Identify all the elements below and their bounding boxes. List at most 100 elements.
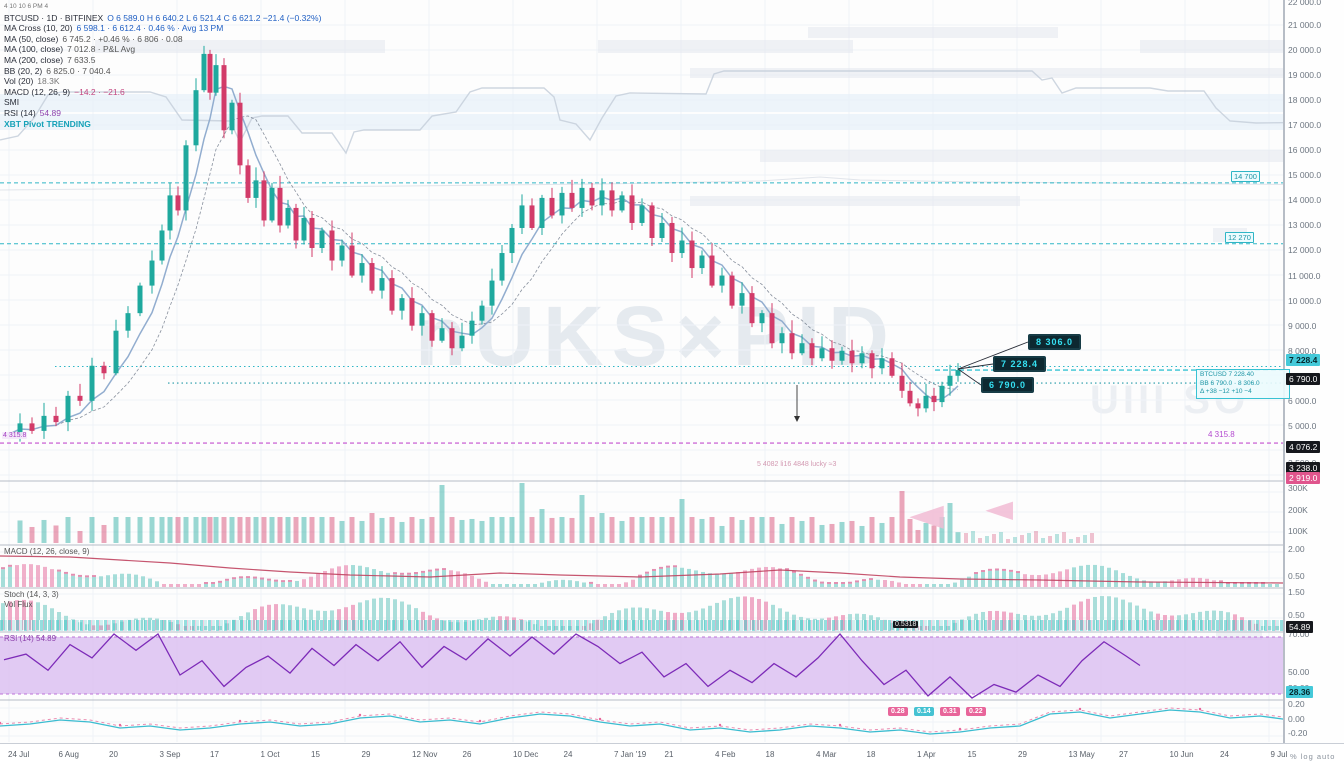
price-axis-label: 12 000.0 xyxy=(1288,245,1322,255)
pane-label[interactable]: RSI (14) 54.89 xyxy=(4,634,57,643)
axis-settings-cell[interactable]: % log auto xyxy=(1290,752,1336,761)
signal-badge: 0.28 xyxy=(888,707,908,716)
price-axis-label: 2.00 xyxy=(1288,544,1305,554)
black-price-label: 4 076.2 xyxy=(1286,441,1321,453)
time-axis-label: 9 Jul xyxy=(1270,750,1288,759)
black-price-label: 3 238.0 xyxy=(1286,462,1321,474)
price-axis-label: 10 000.0 xyxy=(1288,296,1322,306)
pane-label[interactable]: MACD (12, 26, close, 9) xyxy=(4,547,90,556)
price-axis-label: -0.20 xyxy=(1288,728,1308,738)
time-axis-label: 29 xyxy=(1018,750,1027,759)
price-axis-label: 20 000.0 xyxy=(1288,45,1322,55)
price-axis-label: 0.00 xyxy=(1288,714,1305,724)
pink-price-label: 2 919.0 xyxy=(1286,472,1321,484)
time-axis-label: 24 xyxy=(563,750,573,759)
time-axis-label: 20 xyxy=(109,750,118,759)
price-callout-label[interactable]: 7 228.4 xyxy=(993,356,1047,372)
black-price-label: 6 790.0 xyxy=(1286,373,1321,385)
legend-label: RSI (14) xyxy=(4,107,36,118)
legend-label: MACD (12, 26, 9) xyxy=(4,86,71,97)
legend-value: 54.89 xyxy=(39,107,61,118)
price-axis-label: 9 000.0 xyxy=(1288,321,1317,331)
legend-row[interactable]: MA (100, close) 7 012.8 · P&L Avg xyxy=(4,44,321,55)
pane-label[interactable]: Stoch (14, 3, 3) xyxy=(4,590,59,599)
tealmini-price-label: 14 700 xyxy=(1231,171,1260,182)
price-axis-label: 0.50 xyxy=(1288,610,1305,620)
time-axis-label: 15 xyxy=(967,750,977,759)
pink-arrow-icon: ◀ xyxy=(909,499,944,532)
chart-annotation-note: 5 4082 li16 4848 lucky ≈3 xyxy=(757,461,837,468)
legend-row[interactable]: MA Cross (10, 20) 6 598.1 · 6 612.4 · 0.4… xyxy=(4,23,321,34)
time-axis-label: 4 Feb xyxy=(715,750,736,759)
time-axis[interactable] xyxy=(0,743,1344,768)
legend-row[interactable]: RSI (14) 54.89 xyxy=(4,108,321,119)
legend-value: 6 598.1 · 6 612.4 · 0.46 % · Avg 13 PM xyxy=(76,23,224,34)
price-callout-label[interactable]: 6 790.0 xyxy=(981,377,1035,393)
alert-info-box[interactable]: BTCUSD 7 228.40 BB 6 790.0 · 8 306.0 Δ +… xyxy=(1196,369,1290,399)
blackmini-price-label: 0.5318 xyxy=(893,621,919,628)
legend-label: XBT Pivot TRENDING xyxy=(4,118,91,129)
legend-row[interactable]: 4 10 10 6 PM 4 xyxy=(4,2,321,13)
price-axis[interactable] xyxy=(1284,0,1344,743)
price-axis-label: 15 000.0 xyxy=(1288,170,1322,180)
legend[interactable]: 4 10 10 6 PM 4 BTCUSD · 1D · BITFINEX O 6 … xyxy=(4,2,321,129)
purple-price-label: 4 315.8 xyxy=(2,432,28,439)
price-axis-label: 6 000.0 xyxy=(1288,396,1317,406)
legend-label: MA (200, close) xyxy=(4,54,64,65)
price-axis-label: 19 000.0 xyxy=(1288,70,1322,80)
price-axis-label: 8 000.0 xyxy=(1288,346,1317,356)
time-axis-label: 15 xyxy=(311,750,320,759)
teal-price-label: 7 228.4 xyxy=(1286,354,1321,366)
legend-label: MA Cross (10, 20) xyxy=(4,23,73,34)
time-axis-label: 4 Mar xyxy=(816,750,837,759)
price-axis-label: 0.50 xyxy=(1288,571,1305,581)
price-axis-label: 0.20 xyxy=(1288,699,1305,709)
time-axis-label: 18 xyxy=(765,750,775,759)
price-axis-label: 1.50 xyxy=(1288,587,1305,597)
legend-value: O 6 589.0 H 6 640.2 L 6 521.4 C 6 621.2 … xyxy=(107,12,322,23)
time-axis-label: 26 xyxy=(462,750,472,759)
price-axis-label: 70.00 xyxy=(1288,629,1310,639)
legend-row[interactable]: MA (50, close) 6 745.2 · +0.46 % · 6 806 … xyxy=(4,34,321,45)
legend-row[interactable]: SMI xyxy=(4,97,321,108)
price-callout-label[interactable]: 8 306.0 xyxy=(1028,334,1082,350)
price-axis-label: 21 000.0 xyxy=(1288,20,1322,30)
legend-label: MA (50, close) xyxy=(4,33,59,44)
price-axis-label: 50.00 xyxy=(1288,667,1310,677)
price-axis-label: 18 000.0 xyxy=(1288,95,1322,105)
legend-label: 4 10 10 6 PM 4 xyxy=(4,3,49,10)
time-axis-label: 29 xyxy=(361,750,371,759)
signal-badge: 0.14 xyxy=(914,707,934,716)
time-axis-label: 17 xyxy=(210,750,219,759)
legend-row[interactable]: BB (20, 2) 6 825.0 · 7 040.4 xyxy=(4,66,321,77)
legend-row[interactable]: MA (200, close) 7 633.5 xyxy=(4,55,321,66)
legend-value: 6 745.2 · +0.46 % · 6 806 · 0.08 xyxy=(62,33,183,44)
legend-value: 7 633.5 xyxy=(67,54,96,65)
time-axis-label: 1 Oct xyxy=(260,750,280,759)
legend-row[interactable]: BTCUSD · 1D · BITFINEX O 6 589.0 H 6 640.… xyxy=(4,13,321,24)
pane-label[interactable]: Vol Flux xyxy=(4,600,33,609)
tealmini-price-label: 12 270 xyxy=(1225,232,1254,243)
price-axis-label: 16 000.0 xyxy=(1288,145,1322,155)
legend-row[interactable]: XBT Pivot TRENDING xyxy=(4,119,321,130)
price-axis-label: 5 000.0 xyxy=(1288,421,1317,431)
price-axis-label: 300K xyxy=(1288,483,1308,493)
legend-row[interactable]: Vol (20) 18.3K xyxy=(4,76,321,87)
time-axis-label: 24 Jul xyxy=(8,750,30,759)
legend-label: MA (100, close) xyxy=(4,44,64,55)
time-axis-label: 10 Dec xyxy=(513,750,539,759)
time-axis-label: 1 Apr xyxy=(917,750,936,759)
time-axis-label: 12 Nov xyxy=(412,750,438,759)
flux-density-strip xyxy=(0,620,1283,631)
price-axis-label: 100K xyxy=(1288,526,1308,536)
purpletxt-price-label: 4 315.8 xyxy=(1208,430,1235,439)
time-axis-label: 21 xyxy=(664,750,674,759)
time-axis-label: 18 xyxy=(866,750,876,759)
time-axis-label: 13 May xyxy=(1068,750,1095,759)
price-axis-label: 22 000.0 xyxy=(1288,0,1322,7)
time-axis-label: 3 Sep xyxy=(159,750,181,759)
legend-row[interactable]: MACD (12, 26, 9) −14.2 · −21.6 xyxy=(4,87,321,98)
